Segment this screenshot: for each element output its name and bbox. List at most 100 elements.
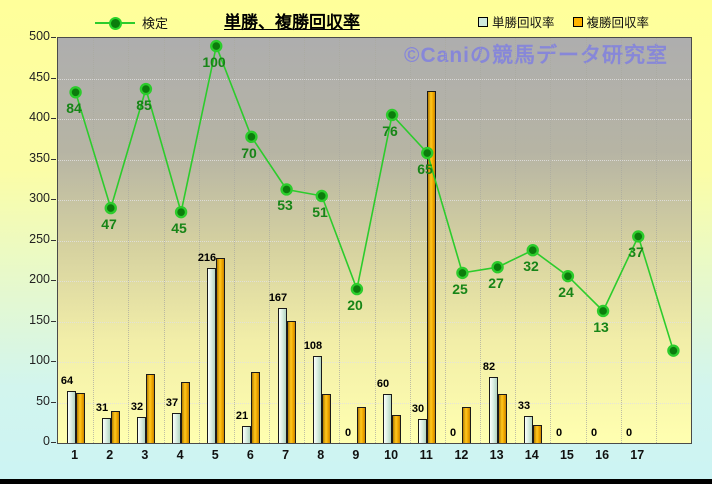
bar-value-label: 32 <box>130 401 144 413</box>
y-axis-tick <box>51 158 56 160</box>
kentei-marker-17 <box>632 230 645 243</box>
gridline-vertical <box>410 38 411 443</box>
bar-value-label: 82 <box>482 361 496 373</box>
gridline-horizontal <box>58 240 691 242</box>
bar-fukusho-2 <box>111 411 120 443</box>
legend-fukusho-label: 複勝回収率 <box>586 16 650 30</box>
x-axis-label: 12 <box>454 448 469 462</box>
line-value-label: 24 <box>558 284 574 300</box>
kentei-line <box>74 43 675 351</box>
kentei-marker-12 <box>456 266 469 280</box>
bar-fukusho-8 <box>322 394 331 443</box>
bar-value-label: 31 <box>95 402 109 414</box>
x-axis-label: 6 <box>246 448 254 462</box>
x-axis-label: 2 <box>106 448 114 462</box>
line-sample-icon <box>95 16 135 30</box>
bar-tansho-1 <box>67 391 76 443</box>
bar-tansho-14 <box>524 416 533 443</box>
bar-value-label: 0 <box>590 427 598 439</box>
line-value-label: 13 <box>593 319 609 335</box>
bar-value-label: 0 <box>344 427 352 439</box>
bar-fukusho-11 <box>427 91 436 443</box>
legend-kentei-label: 検定 <box>142 16 169 31</box>
watermark: ©Caniの競馬データ研究室 <box>404 44 668 67</box>
bar-value-label: 60 <box>376 378 390 390</box>
y-axis-tick <box>51 199 56 200</box>
line-value-label: 47 <box>101 216 117 232</box>
kentei-marker-16 <box>596 304 610 318</box>
bar-fukusho-9 <box>357 407 366 443</box>
bar-value-label: 30 <box>411 403 425 415</box>
y-axis-label: 450 <box>29 69 50 84</box>
line-value-label: 65 <box>417 161 433 177</box>
bar-value-label: 108 <box>303 340 323 352</box>
line-value-label: 20 <box>347 297 363 313</box>
bar-tansho-5 <box>207 268 216 443</box>
line-value-label: 37 <box>628 244 644 260</box>
kentei-marker-9 <box>350 282 364 296</box>
gridline-vertical <box>550 38 551 443</box>
gridline-vertical <box>656 38 657 443</box>
legend-kentei: 検定 <box>95 13 168 32</box>
y-axis-tick <box>51 280 56 281</box>
kentei-marker-2 <box>104 201 117 215</box>
kentei-marker-3 <box>139 82 153 96</box>
kentei-marker-1 <box>69 86 82 99</box>
y-axis-label: 300 <box>29 191 50 205</box>
bar-tansho-13 <box>489 377 498 443</box>
gridline-vertical <box>128 38 129 443</box>
legend-item-fukusho: 複勝回収率 <box>572 12 650 31</box>
gridline-horizontal <box>58 321 691 323</box>
bar-tansho-7 <box>278 308 287 443</box>
gridline-vertical <box>375 38 376 443</box>
bar-tansho-6 <box>242 426 251 443</box>
x-axis-label: 11 <box>419 448 433 462</box>
fukusho-swatch-icon <box>572 16 583 27</box>
gridline-horizontal <box>58 402 691 404</box>
gridline-horizontal <box>58 78 691 80</box>
bar-tansho-2 <box>102 418 111 443</box>
tansho-swatch-icon <box>478 16 488 27</box>
y-axis-tick <box>51 401 56 403</box>
y-axis-label: 150 <box>29 312 50 327</box>
kentei-marker-18 <box>667 344 680 357</box>
y-axis-tick <box>51 77 56 79</box>
line-value-label: 84 <box>66 100 82 116</box>
y-axis-tick <box>51 442 56 443</box>
bar-fukusho-1 <box>76 393 85 443</box>
line-value-label: 32 <box>523 258 539 274</box>
bar-value-label: 216 <box>197 252 217 264</box>
bar-fukusho-14 <box>533 425 542 443</box>
bottom-border <box>0 479 712 484</box>
x-axis-label: 10 <box>384 448 399 462</box>
kentei-marker-7 <box>280 183 293 196</box>
line-value-label: 27 <box>488 275 504 291</box>
x-axis-label: 14 <box>524 448 539 462</box>
x-axis-label: 17 <box>630 448 645 462</box>
line-value-label: 51 <box>312 204 328 220</box>
x-axis-label: 16 <box>595 448 610 462</box>
gridline-vertical <box>445 38 446 443</box>
kentei-marker-11 <box>421 146 434 160</box>
kentei-line-series <box>69 39 680 357</box>
bar-value-label: 21 <box>235 410 249 422</box>
y-axis-tick <box>51 320 56 322</box>
x-axis-label: 4 <box>176 448 184 462</box>
x-axis-label: 5 <box>211 448 219 462</box>
legend-bars: 単勝回収率 複勝回収率 <box>478 12 649 31</box>
bar-fukusho-5 <box>216 258 225 443</box>
gridline-horizontal <box>58 119 691 120</box>
line-value-label: 53 <box>277 197 293 213</box>
bar-fukusho-3 <box>146 374 155 443</box>
x-axis-label: 13 <box>489 448 504 462</box>
gridline-vertical <box>480 38 481 443</box>
line-value-label: 45 <box>171 220 187 236</box>
bar-fukusho-10 <box>392 415 401 443</box>
bar-value-label: 37 <box>165 397 179 409</box>
kentei-marker-8 <box>315 189 328 203</box>
gridline-vertical <box>199 38 200 443</box>
kentei-marker-4 <box>174 205 188 219</box>
y-axis-label: 100 <box>29 353 50 367</box>
bar-value-label: 0 <box>625 427 633 439</box>
